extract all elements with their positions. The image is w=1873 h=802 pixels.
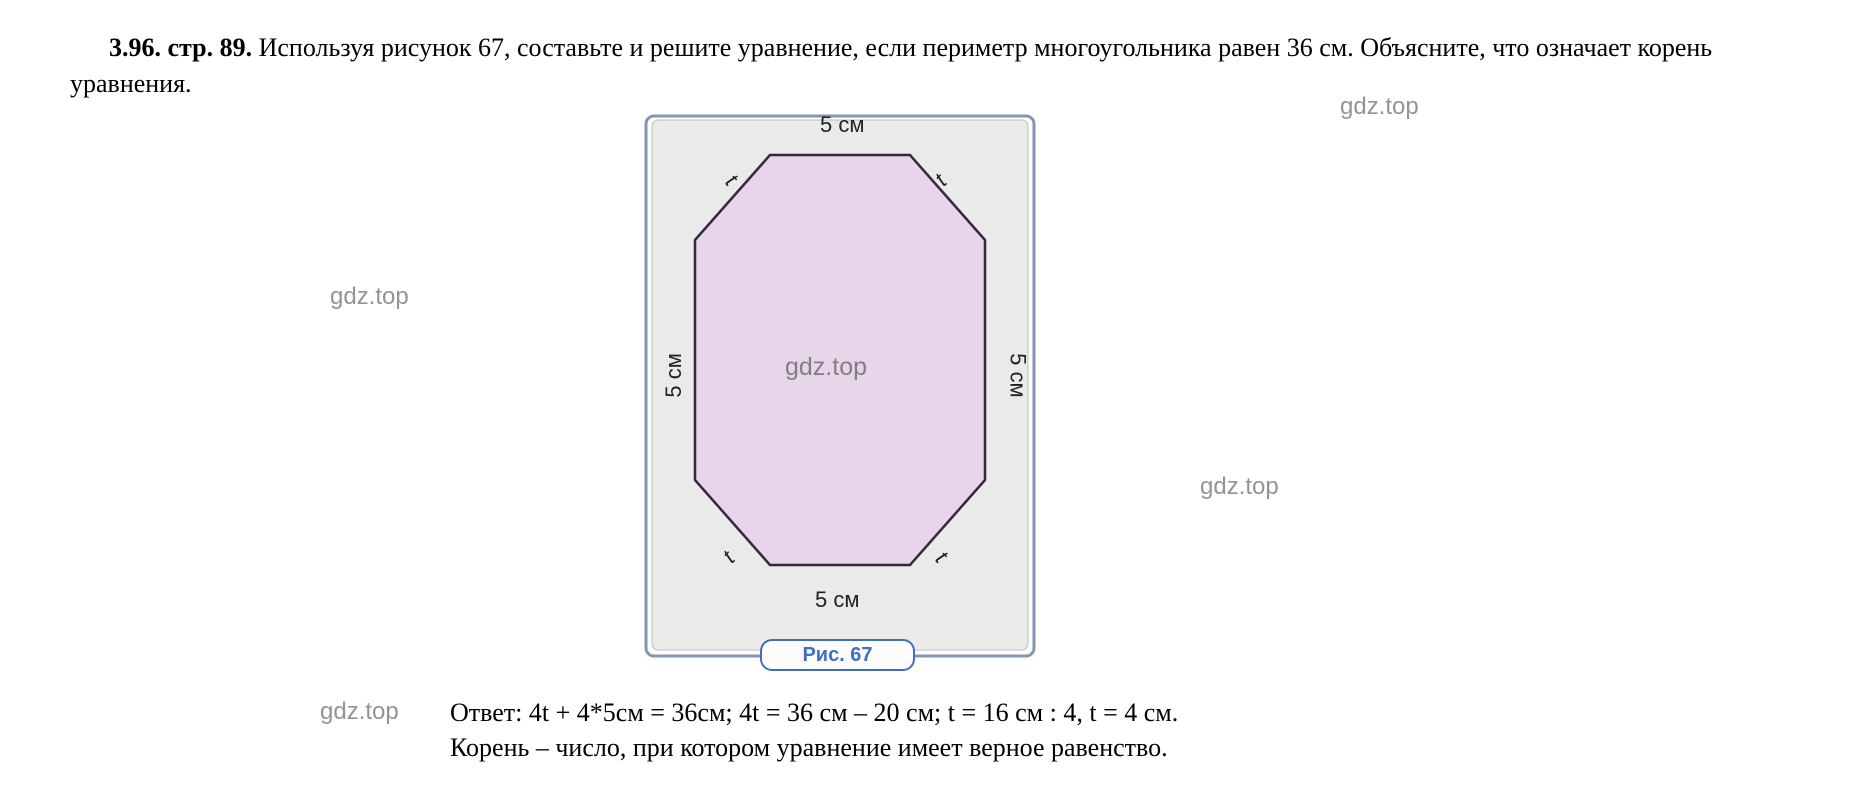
answer-line-1: Ответ: 4t + 4*5см = 36см; 4t = 36 см – 2…: [450, 695, 1833, 730]
watermark: gdz.top: [1340, 90, 1419, 124]
watermark: gdz.top: [1200, 470, 1279, 504]
problem-number: 3.96.: [109, 33, 161, 62]
problem-body: Используя рисунок 67, составьте и решите…: [70, 33, 1712, 98]
side-label-top: 5 см: [820, 110, 864, 141]
figure-67: 5 см 5 см 5 см 5 см t t t t Рис. 67 gdz.…: [640, 110, 1060, 680]
watermark: gdz.top: [330, 280, 409, 314]
problem-text: 3.96. стр. 89. Используя рисунок 67, сос…: [70, 30, 1833, 103]
watermark: gdz.top: [785, 350, 867, 385]
side-label-left: 5 см: [659, 353, 690, 397]
side-label-right: 5 см: [1002, 353, 1033, 397]
octagon-diagram: [640, 110, 1040, 660]
page-reference: стр. 89.: [168, 33, 253, 62]
answer-block: Ответ: 4t + 4*5см = 36см; 4t = 36 см – 2…: [450, 695, 1833, 765]
figure-caption: Рис. 67: [760, 639, 915, 671]
side-label-bottom: 5 см: [815, 585, 859, 616]
watermark: gdz.top: [320, 695, 399, 729]
answer-line-2: Корень – число, при котором уравнение им…: [450, 730, 1833, 765]
